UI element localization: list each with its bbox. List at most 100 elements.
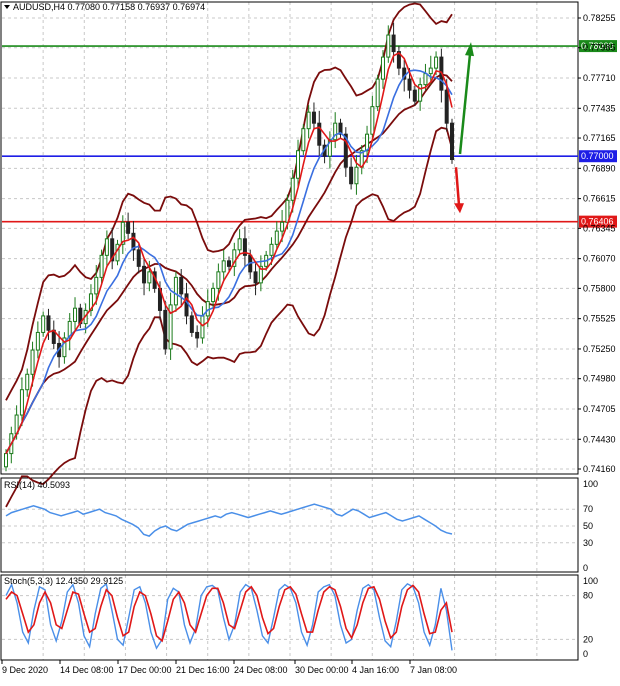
candle-body bbox=[120, 221, 125, 245]
stoch-tick-label: 100 bbox=[583, 576, 598, 586]
price-tick-label: 0.74160 bbox=[583, 464, 616, 474]
candle-body bbox=[274, 230, 279, 245]
candle-body bbox=[94, 276, 99, 295]
candle-body bbox=[216, 271, 221, 289]
candle-body bbox=[173, 276, 178, 306]
candle-body bbox=[142, 265, 147, 284]
price-tick-label: 0.76615 bbox=[583, 194, 616, 204]
candle-body bbox=[168, 304, 173, 350]
candle-body bbox=[391, 34, 396, 53]
level-label-box bbox=[579, 40, 617, 53]
candle-body bbox=[19, 389, 24, 416]
candle-body bbox=[163, 309, 168, 350]
rsi-tick-label: 70 bbox=[583, 504, 593, 514]
candle-body bbox=[46, 315, 51, 331]
candle-body bbox=[67, 320, 72, 339]
candle-body bbox=[306, 111, 311, 130]
price-tick-label: 0.78255 bbox=[583, 13, 616, 23]
candle-body bbox=[200, 315, 205, 339]
rsi-line bbox=[5, 503, 453, 537]
moving-averages bbox=[5, 52, 453, 454]
candle-body bbox=[290, 177, 295, 201]
candle-body bbox=[423, 73, 428, 86]
candle-body bbox=[396, 51, 401, 69]
time-tick-label: 24 Dec 08:00 bbox=[234, 665, 288, 675]
rsi-tick-label: 50 bbox=[583, 521, 593, 531]
candle-body bbox=[407, 78, 412, 91]
rsi-tick-label: 0 bbox=[583, 563, 588, 573]
candle-body bbox=[343, 133, 348, 168]
price-tick-label: 0.75250 bbox=[583, 344, 616, 354]
ma-fast-line bbox=[5, 52, 453, 454]
dropdown-triangle-icon[interactable] bbox=[4, 5, 10, 9]
candle-body bbox=[428, 67, 433, 75]
up-arrow-head-icon bbox=[465, 42, 474, 57]
candle-body bbox=[402, 67, 407, 80]
price-tick-label: 0.74430 bbox=[583, 434, 616, 444]
candle-body bbox=[375, 78, 380, 108]
candle-body bbox=[179, 276, 184, 295]
time-tick-label: 30 Dec 00:00 bbox=[295, 665, 349, 675]
candle-body bbox=[386, 34, 391, 58]
candle-body bbox=[99, 254, 104, 278]
candle-body bbox=[195, 331, 200, 339]
time-tick-label: 4 Jan 16:00 bbox=[352, 665, 399, 675]
candle-body bbox=[418, 84, 423, 102]
stoch-title: Stoch(5,3,3) 12.4350 29.9125 bbox=[4, 576, 123, 586]
stoch-main-line bbox=[5, 582, 453, 651]
candle-body bbox=[227, 260, 231, 267]
bollinger-lower bbox=[5, 126, 453, 508]
candle-body bbox=[380, 56, 385, 80]
price-tick-label: 0.77710 bbox=[583, 73, 616, 83]
level-label: 0.76406 bbox=[581, 217, 614, 227]
ma-slow-line bbox=[5, 69, 453, 454]
rsi-title: RSI(14) 40.5093 bbox=[4, 480, 70, 490]
price-tick-label: 0.76070 bbox=[583, 254, 616, 264]
time-tick-label: 21 Dec 16:00 bbox=[176, 665, 230, 675]
candle-body bbox=[126, 221, 131, 234]
candle-body bbox=[88, 293, 93, 311]
candle-body bbox=[253, 271, 258, 284]
time-tick-label: 14 Dec 08:00 bbox=[60, 665, 114, 675]
candle-body bbox=[211, 287, 216, 303]
candle-body bbox=[30, 349, 35, 375]
candle-body bbox=[147, 271, 152, 284]
price-axis: 0.78255 0.77985 0.77710 0.77435 0.77165 0.768… bbox=[578, 13, 616, 474]
candle-body bbox=[317, 122, 322, 146]
candle-body bbox=[333, 122, 338, 141]
stoch-pane: 100 80 20 0 bbox=[2, 576, 598, 659]
level-label: 0.78000 bbox=[581, 41, 614, 51]
price-tick-label: 0.76345 bbox=[583, 223, 616, 233]
candle-body bbox=[296, 150, 301, 179]
rsi-tick-label: 30 bbox=[583, 538, 593, 548]
candle-body bbox=[444, 89, 449, 124]
rsi-tick-label: 100 bbox=[583, 479, 598, 489]
rsi-pane: 100 70 50 30 0 bbox=[2, 479, 598, 573]
price-tick-label: 0.74705 bbox=[583, 404, 616, 414]
price-tick-label: 0.76890 bbox=[583, 163, 616, 173]
level-lines: 0.78000 0.77000 0.76406 bbox=[2, 40, 617, 228]
candle-body bbox=[110, 238, 115, 262]
candle-body bbox=[25, 373, 30, 391]
pane-frame bbox=[0, 477, 579, 573]
symbol-header: AUDUSD,H4 0.77080 0.77158 0.76937 0.7697… bbox=[13, 2, 205, 12]
candle-body bbox=[354, 166, 359, 185]
candle-body bbox=[73, 307, 78, 322]
time-tick-label: 9 Dec 2020 bbox=[2, 665, 48, 675]
candles bbox=[4, 22, 454, 472]
candle-body bbox=[62, 337, 67, 358]
down-arrow-head-icon bbox=[454, 203, 464, 214]
candle-body bbox=[301, 128, 306, 152]
price-tick-label: 0.74980 bbox=[583, 374, 616, 384]
pane-frames bbox=[0, 1, 579, 661]
stoch-tick-label: 80 bbox=[583, 591, 593, 601]
candle-body bbox=[327, 139, 332, 157]
candle-body bbox=[242, 238, 247, 256]
candle-body bbox=[269, 243, 274, 256]
up-arrow-shaft bbox=[458, 53, 472, 155]
price-tick-label: 0.77165 bbox=[583, 133, 616, 143]
time-tick-label: 7 Jan 08:00 bbox=[410, 665, 457, 675]
candle-body bbox=[349, 166, 354, 185]
